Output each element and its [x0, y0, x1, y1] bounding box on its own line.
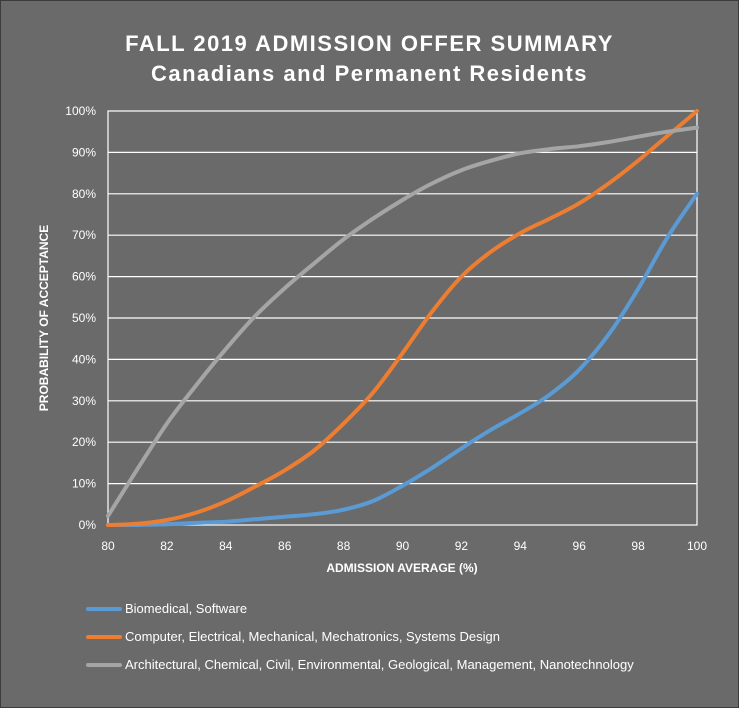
- legend-swatch: [86, 634, 122, 639]
- series-line-architectural: [106, 125, 699, 518]
- y-tick-label: 100%: [65, 104, 96, 118]
- y-tick-label: 40%: [72, 352, 96, 366]
- y-tick-label: 80%: [72, 187, 96, 201]
- x-tick-label: 82: [160, 539, 174, 553]
- legend-item-computer: Computer, Electrical, Mechanical, Mechat…: [86, 629, 500, 644]
- y-tick-label: 70%: [72, 228, 96, 242]
- x-tick-label: 86: [278, 539, 292, 553]
- y-axis-label: PROBABILITY OF ACCEPTANCE: [37, 225, 51, 411]
- y-tick-label: 60%: [72, 270, 96, 284]
- x-tick-label: 88: [337, 539, 351, 553]
- x-axis-label: ADMISSION AVERAGE (%): [326, 561, 477, 575]
- legend-swatch: [86, 606, 122, 611]
- chart-subtitle: Canadians and Permanent Residents: [150, 61, 589, 86]
- legend-label: Computer, Electrical, Mechanical, Mechat…: [125, 629, 500, 644]
- x-tick-label: 100: [687, 539, 707, 553]
- y-tick-label: 20%: [72, 435, 96, 449]
- y-tick-label: 0%: [79, 518, 97, 532]
- x-tick-label: 96: [573, 539, 587, 553]
- x-tick-label: 90: [396, 539, 410, 553]
- x-tick-label: 80: [101, 539, 115, 553]
- x-tick-label: 92: [455, 539, 469, 553]
- legend-label: Biomedical, Software: [125, 601, 248, 616]
- legend-item-architectural: Architectural, Chemical, Civil, Environm…: [86, 657, 634, 672]
- series-line-biomedical: [106, 191, 699, 528]
- legend-swatch: [86, 662, 122, 667]
- legend-item-biomedical: Biomedical, Software: [86, 601, 247, 616]
- series-line-computer: [106, 109, 699, 527]
- x-tick-label: 98: [631, 539, 645, 553]
- x-tick-label: 84: [219, 539, 233, 553]
- y-tick-label: 50%: [72, 311, 96, 325]
- y-tick-label: 10%: [72, 477, 96, 491]
- chart-title: FALL 2019 ADMISSION OFFER SUMMARY: [125, 31, 614, 56]
- x-tick-label: 94: [514, 539, 528, 553]
- y-tick-label: 30%: [72, 394, 96, 408]
- y-tick-label: 90%: [72, 145, 96, 159]
- legend-label: Architectural, Chemical, Civil, Environm…: [125, 657, 634, 672]
